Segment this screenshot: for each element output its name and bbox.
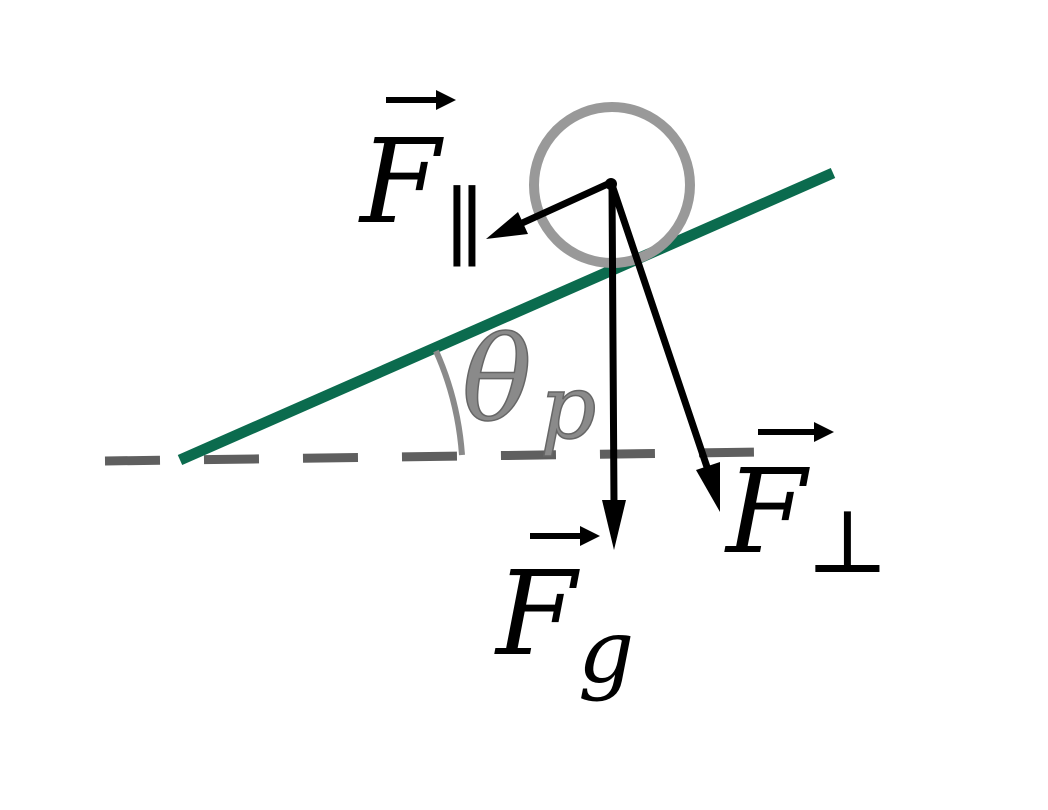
f-parallel-letter: F bbox=[358, 115, 444, 250]
horizontal-reference-line bbox=[104, 447, 761, 466]
force-origin-point bbox=[605, 178, 617, 190]
f-gravity-subscript: g bbox=[578, 600, 634, 703]
label-f-parallel: F ∥ bbox=[358, 90, 485, 279]
angle-subscript: p bbox=[540, 356, 596, 459]
force-arrows bbox=[486, 178, 720, 550]
perpendicular-force-arrow bbox=[608, 181, 712, 474]
perpendicular-force-arrowhead bbox=[696, 462, 720, 512]
angle-theta: θ bbox=[462, 313, 532, 448]
label-f-perpendicular: F ⊥ bbox=[724, 422, 889, 593]
gravity-force-arrowhead bbox=[602, 500, 626, 550]
f-parallel-subscript: ∥ bbox=[444, 176, 485, 279]
f-perpendicular-letter: F bbox=[724, 445, 810, 580]
label-angle: θ p bbox=[461, 312, 597, 460]
f-gravity-letter: F bbox=[494, 547, 580, 682]
inclined-plane bbox=[177, 167, 836, 466]
f-gravity-vector-head bbox=[580, 526, 600, 546]
f-parallel-vector-head bbox=[436, 90, 456, 110]
f-perpendicular-subscript: ⊥ bbox=[806, 490, 889, 593]
angle-arc bbox=[433, 349, 465, 456]
gravity-force-arrow bbox=[608, 181, 618, 509]
parallel-force-arrowhead bbox=[486, 212, 528, 239]
label-f-gravity: F g bbox=[494, 526, 634, 703]
parallel-force-arrow bbox=[516, 179, 614, 228]
f-perpendicular-vector-head bbox=[814, 422, 834, 442]
